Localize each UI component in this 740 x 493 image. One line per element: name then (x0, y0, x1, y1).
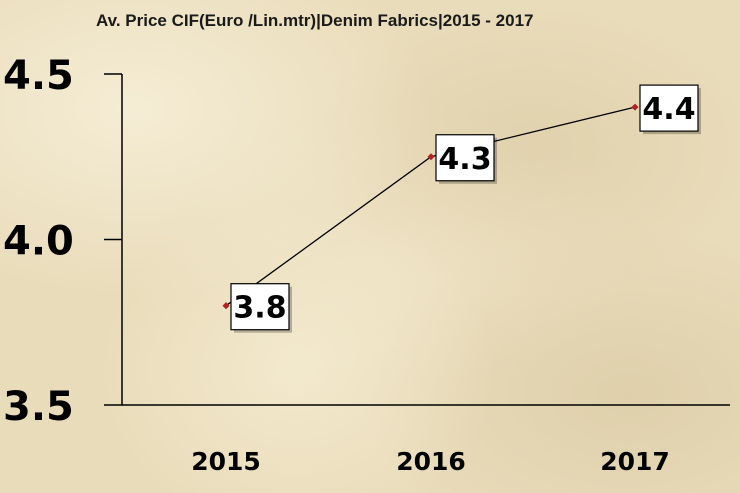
data-labels: 3.8 4.3 4.4 (230, 84, 701, 333)
y-tick-label: 3.5 (3, 384, 74, 430)
data-label-text: 3.8 (233, 291, 286, 326)
data-point (427, 153, 435, 161)
data-label-box (230, 283, 290, 331)
data-label-box (639, 84, 699, 132)
y-tick-label: 4.5 (3, 53, 74, 99)
data-label: 3.8 (230, 283, 292, 333)
series-line (225, 106, 636, 307)
data-label-text: 4.3 (438, 142, 491, 177)
x-tick-label: 2017 (600, 447, 670, 476)
x-tick-label: 2016 (396, 447, 466, 476)
data-label-box (435, 134, 495, 182)
data-label: 4.3 (435, 134, 497, 184)
y-tick-label: 4.0 (3, 219, 74, 265)
data-label-text: 4.4 (642, 92, 695, 127)
data-points (222, 103, 639, 310)
x-axis-ticks: 2015 2016 2017 (191, 447, 670, 476)
data-point (222, 302, 230, 310)
data-point (631, 103, 639, 111)
y-axis-ticks: 3.5 4.0 4.5 (3, 53, 122, 430)
x-tick-label: 2015 (191, 447, 261, 476)
data-label: 4.4 (639, 84, 701, 135)
chart-title: Av. Price CIF(Euro /Lin.mtr)|Denim Fabri… (96, 11, 533, 30)
